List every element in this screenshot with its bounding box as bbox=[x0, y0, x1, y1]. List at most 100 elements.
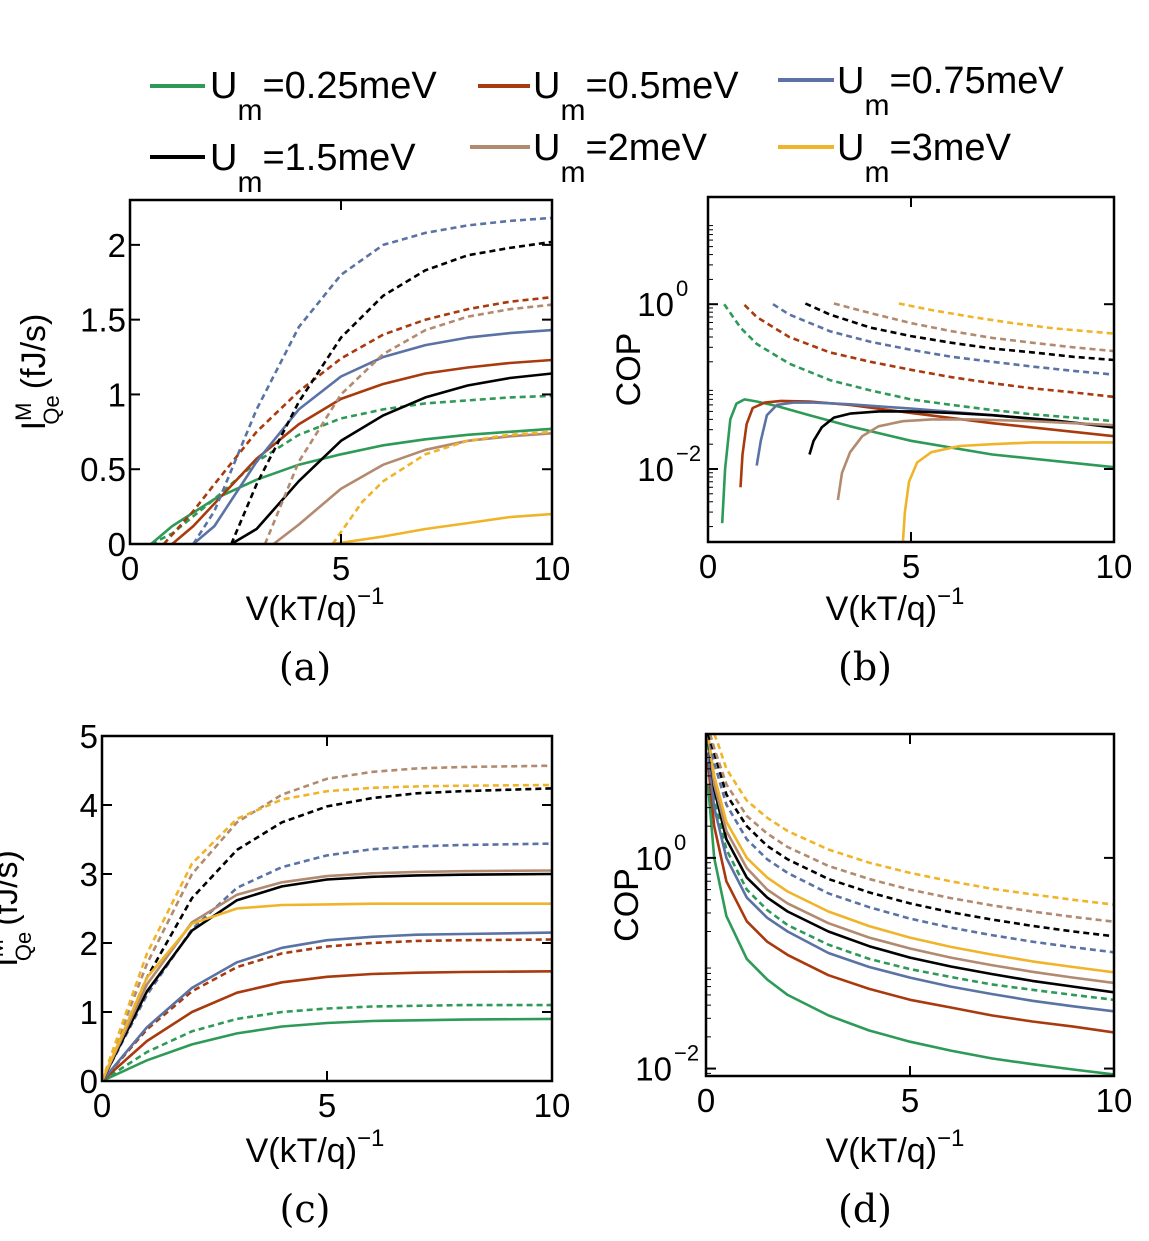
series-line-gold-dashed bbox=[898, 302, 1114, 335]
legend-item: Um=0.5meV bbox=[478, 65, 739, 127]
series-line-green-dashed bbox=[102, 1003, 552, 1081]
series-line-green-solid bbox=[706, 784, 1114, 1076]
series-line-black-solid bbox=[808, 410, 1114, 455]
series-line-tan-solid bbox=[836, 418, 1114, 501]
y-tick-label-exponent: 0 bbox=[674, 830, 686, 855]
series-line-black-dashed bbox=[804, 302, 1114, 362]
series-line-tan-dashed bbox=[263, 303, 552, 544]
legend-item: Um=0.75meV bbox=[778, 60, 1064, 122]
x-tick-label: 10 bbox=[534, 1087, 571, 1124]
series-group bbox=[150, 216, 552, 544]
legend-label: Um=3meV bbox=[837, 127, 1012, 189]
series-line-black-solid bbox=[230, 372, 552, 544]
series-line-blue-dashed bbox=[192, 216, 552, 544]
series-line-tan-solid bbox=[706, 734, 1114, 985]
series-line-tan-dashed bbox=[708, 734, 1114, 923]
series-line-green-dashed bbox=[150, 394, 552, 544]
y-tick-label-exponent: −2 bbox=[676, 441, 701, 466]
panel-a: 0 5 10 0 0.5 1 1.5 2 V(kT/q)−1 IM Qe(fJ/s) (a) bbox=[11, 198, 571, 689]
y-tick-label: 3 bbox=[80, 856, 98, 893]
series-line-gold-solid bbox=[332, 512, 552, 544]
y-tick-label: 10 bbox=[637, 451, 674, 488]
y-tick-label: 2 bbox=[80, 925, 98, 962]
x-tick-label: 0 bbox=[699, 548, 717, 585]
series-line-tan-dashed bbox=[102, 764, 552, 1081]
panel-caption: (a) bbox=[279, 645, 331, 689]
y-tick-label: 1 bbox=[80, 994, 98, 1031]
series-line-green-solid bbox=[102, 1017, 552, 1081]
y-tick-label: 10 bbox=[635, 1051, 672, 1088]
series-line-brown-solid bbox=[171, 358, 552, 544]
panel-caption: (d) bbox=[838, 1187, 892, 1231]
x-tick-label: 5 bbox=[318, 1087, 336, 1124]
axes-frame bbox=[128, 198, 554, 546]
series-line-brown-solid bbox=[739, 399, 1114, 488]
series-line-tan-dashed bbox=[833, 302, 1114, 353]
series-line-gold-solid bbox=[102, 902, 552, 1081]
y-tick-label: 4 bbox=[80, 787, 98, 824]
series-line-blue-solid bbox=[192, 328, 552, 544]
x-tick-label: 0 bbox=[93, 1087, 111, 1124]
x-axis-label: V(kT/q)−1 bbox=[246, 583, 385, 628]
legend-label: Um=0.75meV bbox=[837, 60, 1064, 122]
series-line-blue-solid bbox=[102, 931, 552, 1081]
y-axis-label: COP bbox=[608, 868, 646, 942]
series-line-black-dashed bbox=[706, 734, 1114, 938]
series-line-blue-dashed bbox=[706, 734, 1114, 954]
series-line-black-dashed bbox=[230, 240, 552, 544]
y-tick-label: 5 bbox=[80, 718, 98, 755]
series-line-black-solid bbox=[706, 737, 1114, 994]
y-tick-label: 10 bbox=[635, 840, 672, 877]
y-tick-label-exponent: −2 bbox=[674, 1041, 699, 1066]
y-tick-label: 10 bbox=[637, 286, 674, 323]
series-line-brown-solid bbox=[102, 970, 552, 1081]
y-tick-label: 0 bbox=[80, 1063, 98, 1100]
x-axis-label: V(kT/q)−1 bbox=[826, 1125, 965, 1170]
x-tick-label: 5 bbox=[901, 1082, 919, 1119]
legend-item: Um=0.25meV bbox=[150, 65, 437, 127]
y-axis-label: COP bbox=[610, 333, 648, 407]
panel-caption: (b) bbox=[838, 645, 892, 689]
series-line-brown-solid bbox=[706, 762, 1114, 1034]
series-group bbox=[706, 734, 1114, 1076]
x-axis-label: V(kT/q)−1 bbox=[826, 583, 965, 628]
series-line-blue-dashed bbox=[772, 303, 1114, 376]
x-tick-label: 10 bbox=[1096, 1082, 1133, 1119]
x-tick-label: 0 bbox=[697, 1082, 715, 1119]
series-line-brown-dashed bbox=[743, 303, 1114, 399]
y-tick-label: 1.5 bbox=[80, 302, 126, 339]
x-tick-label: 10 bbox=[534, 550, 571, 587]
series-line-blue-solid bbox=[706, 752, 1114, 1013]
x-tick-label: 5 bbox=[332, 550, 350, 587]
legend-item: Um=1.5meV bbox=[150, 137, 416, 199]
series-line-black-dashed bbox=[102, 787, 552, 1081]
y-tick-label: 2 bbox=[108, 227, 126, 264]
series-line-brown-dashed bbox=[102, 938, 552, 1081]
series-line-green-dashed bbox=[706, 744, 1114, 1002]
legend: Um=0.25meV Um=0.5meV Um=0.75meV Um=1.5meV Um… bbox=[150, 60, 1064, 199]
y-tick-label: 1 bbox=[108, 376, 126, 413]
series-line-tan-solid bbox=[102, 869, 552, 1081]
legend-label: Um=1.5meV bbox=[210, 137, 416, 199]
x-axis-label: V(kT/q)−1 bbox=[246, 1125, 385, 1170]
series-line-green-solid bbox=[720, 398, 1114, 524]
legend-item: Um=3meV bbox=[778, 127, 1012, 189]
series-line-gold-dashed bbox=[712, 734, 1114, 906]
y-tick-label: 0 bbox=[108, 526, 126, 563]
legend-label: Um=0.25meV bbox=[210, 65, 437, 127]
series-line-gold-dashed bbox=[331, 430, 552, 544]
y-tick-label-exponent: 0 bbox=[676, 276, 688, 301]
y-tick-label: 0.5 bbox=[80, 451, 126, 488]
x-tick-label: 5 bbox=[902, 548, 920, 585]
legend-item: Um=2meV bbox=[470, 127, 708, 189]
series-group bbox=[720, 302, 1114, 542]
series-line-tan-solid bbox=[272, 432, 552, 544]
series-line-gold-solid bbox=[706, 734, 1114, 974]
legend-label: Um=0.5meV bbox=[533, 65, 739, 127]
panel-caption: (c) bbox=[280, 1187, 331, 1231]
